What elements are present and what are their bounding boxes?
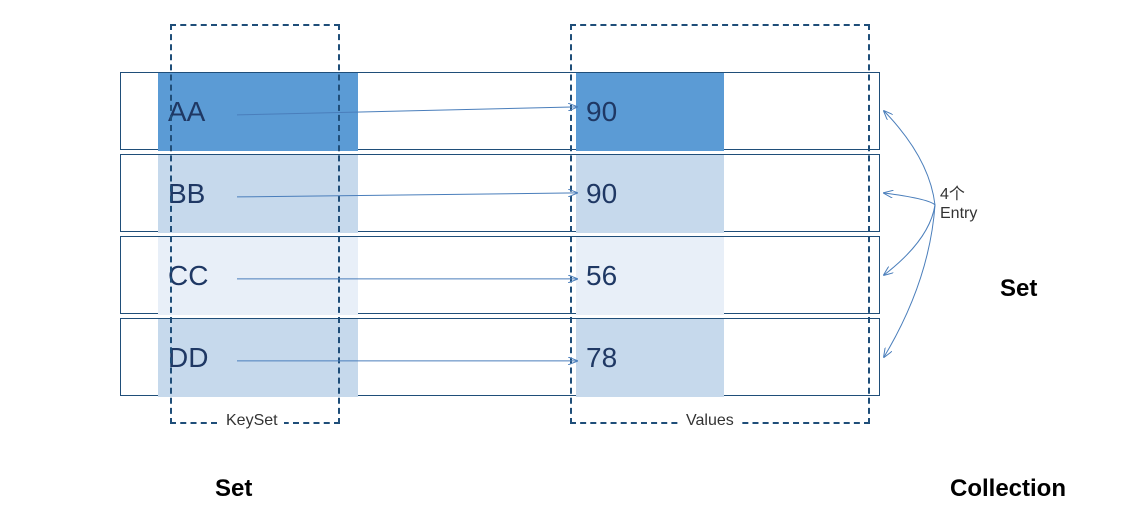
values-label: Values xyxy=(680,412,740,430)
entry-label: 4个Entry xyxy=(940,185,977,223)
keyset-box xyxy=(170,24,340,424)
keyset-label: KeySet xyxy=(220,412,284,430)
collection-label: Collection xyxy=(950,475,1066,503)
entry-arrow-2 xyxy=(884,205,935,275)
map-diagram: AA90BB90CC56DD78KeySetValuesSetSetCollec… xyxy=(0,0,1126,518)
entry-arrow-1 xyxy=(884,193,935,205)
set-label-right: Set xyxy=(1000,275,1037,303)
set-label-bottom: Set xyxy=(215,475,252,503)
entry-label-line1: 4个 xyxy=(940,185,977,204)
values-box xyxy=(570,24,870,424)
entry-label-line2: Entry xyxy=(940,204,977,223)
entry-arrow-0 xyxy=(884,111,935,205)
entry-arrow-3 xyxy=(884,205,935,357)
